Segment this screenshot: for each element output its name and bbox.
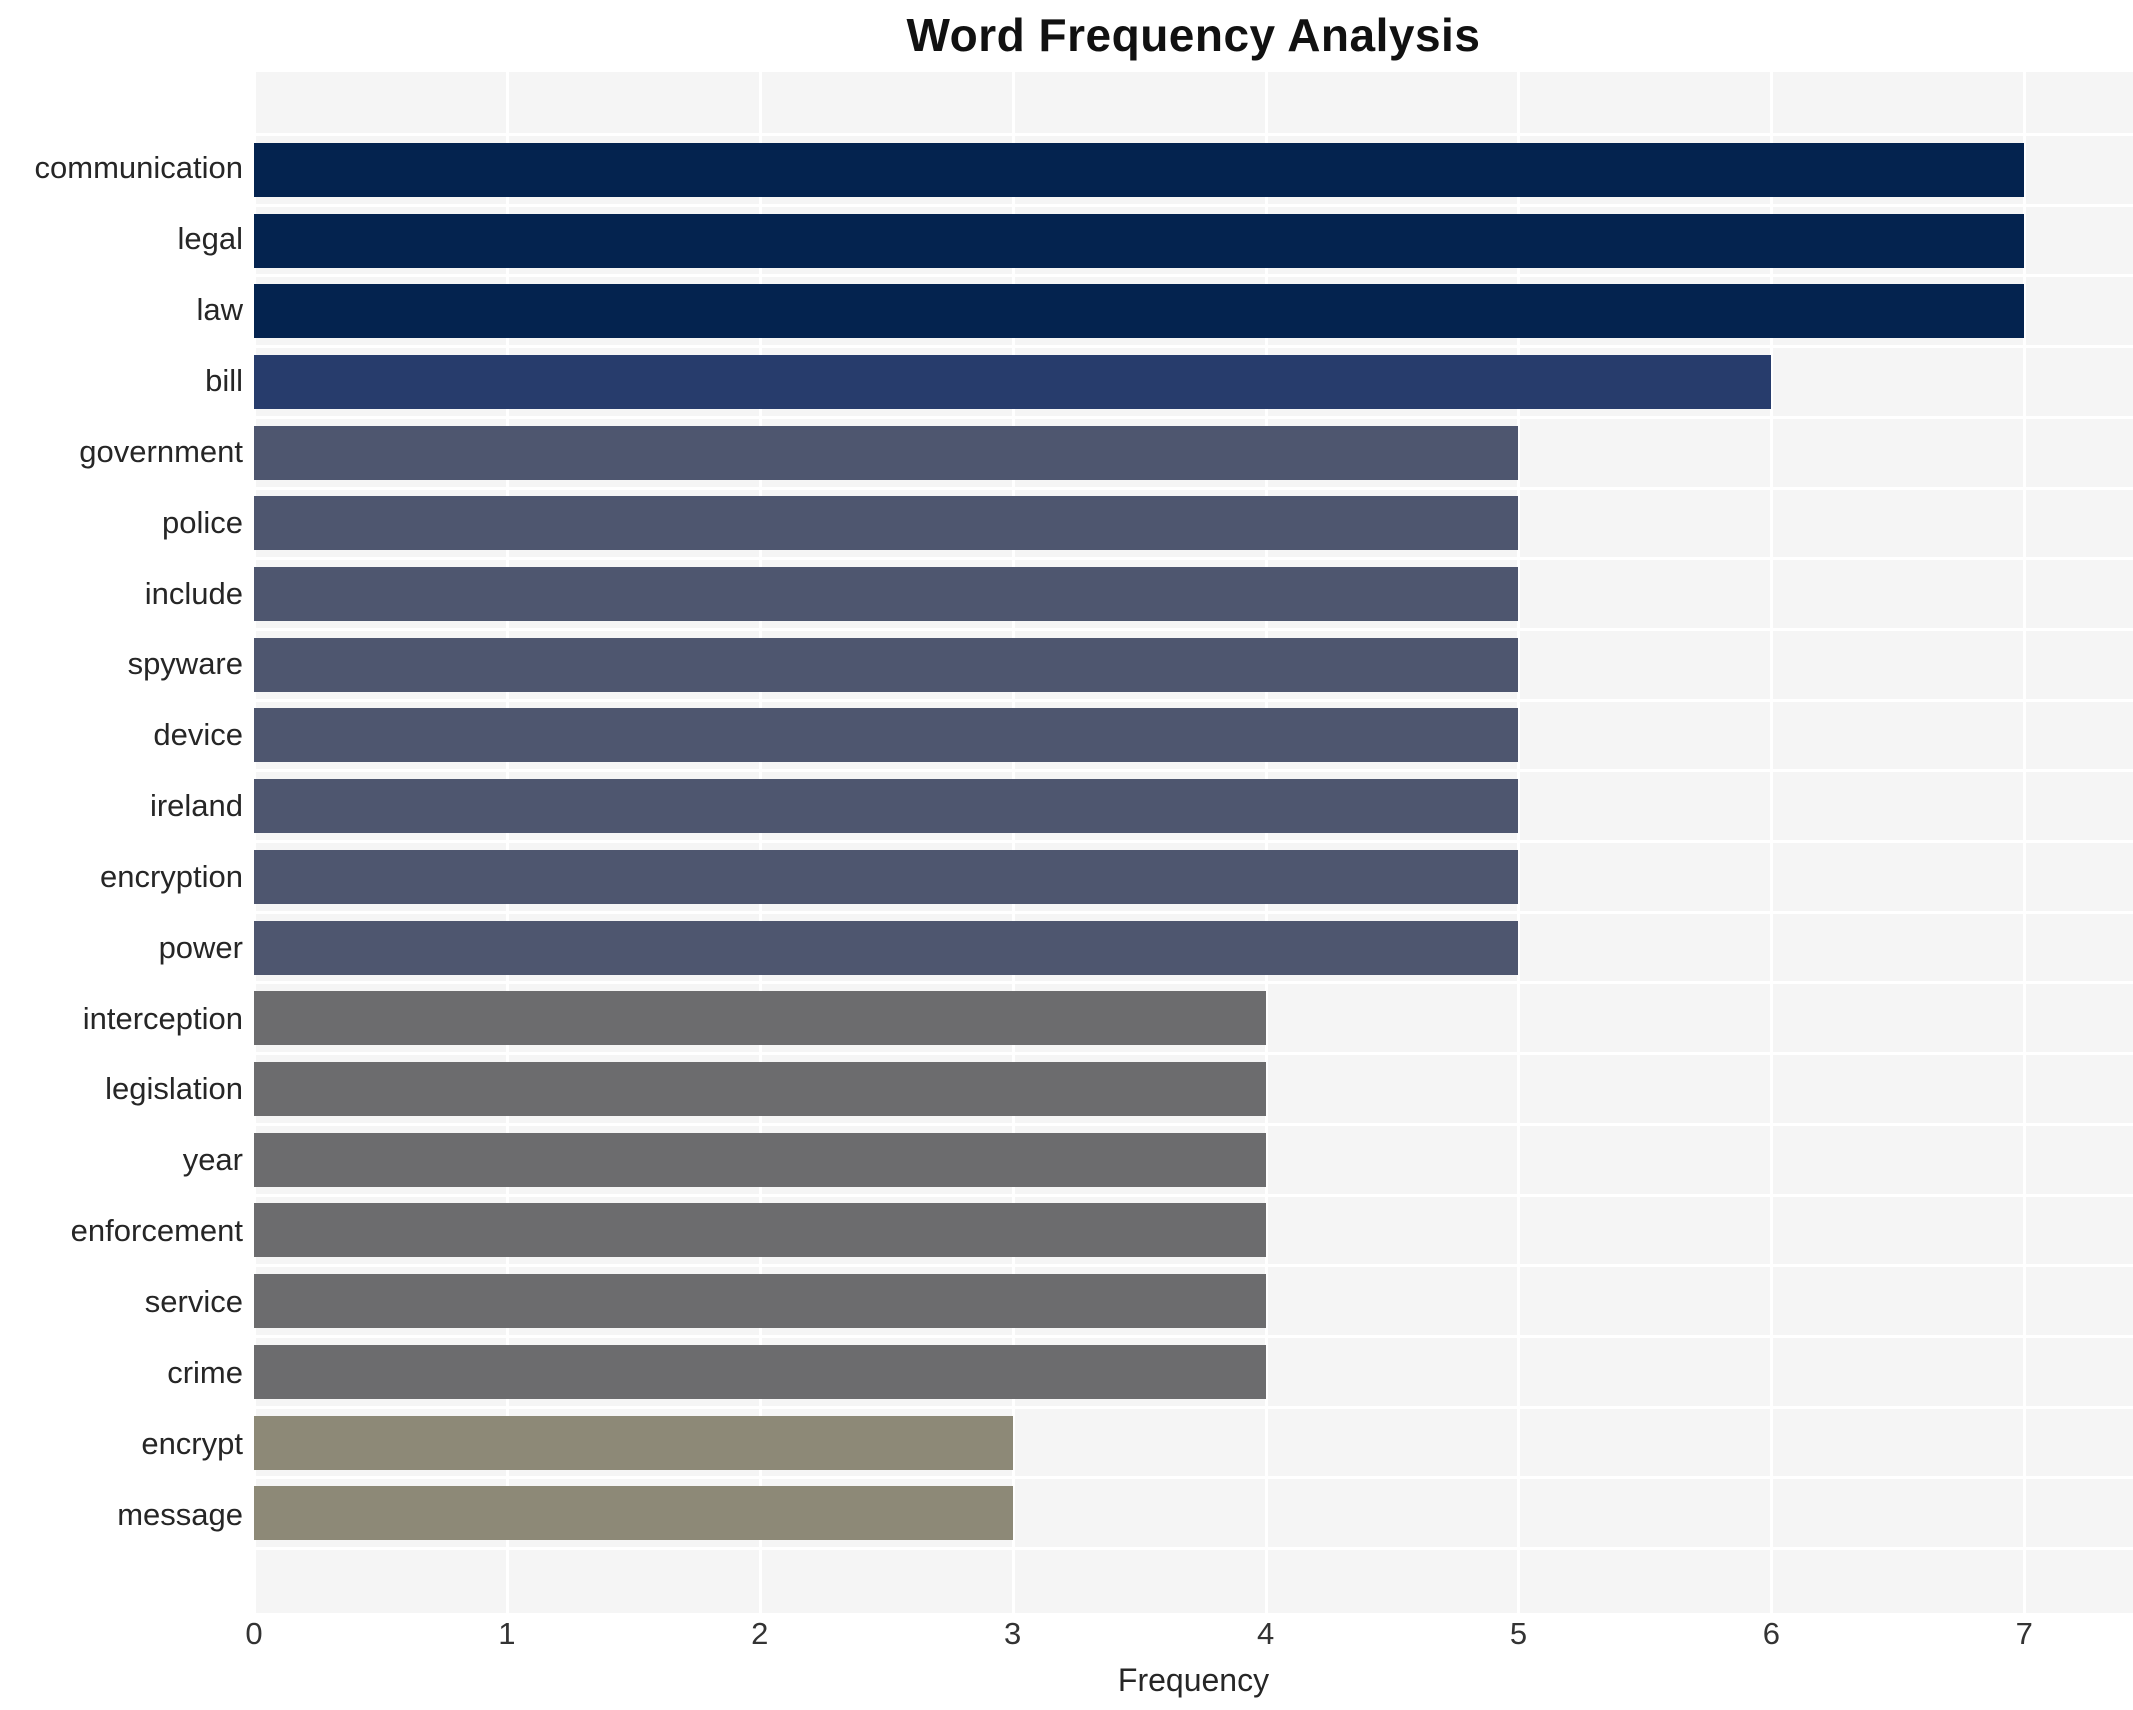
bar-row-bill xyxy=(254,345,2133,416)
y-tick-label-police: police xyxy=(162,505,243,540)
bar-spyware xyxy=(254,637,1519,692)
bar-power xyxy=(254,920,1519,975)
chart-title: Word Frequency Analysis xyxy=(906,9,1481,61)
bar-row-legal xyxy=(254,203,2133,275)
bar-row-enforcement xyxy=(254,1193,2133,1265)
x-tick-label-3: 3 xyxy=(1004,1616,1022,1651)
y-tick-label-legislation: legislation xyxy=(105,1071,243,1106)
bar-crime xyxy=(254,1344,1266,1399)
bar-enforcement xyxy=(254,1203,1266,1258)
y-tick-label-encrypt: encrypt xyxy=(141,1426,243,1461)
bar-government xyxy=(254,425,1519,480)
bar-row-law xyxy=(254,274,2133,345)
y-tick-label-spyware: spyware xyxy=(127,646,243,681)
bar-include xyxy=(254,567,1519,622)
bar-bill xyxy=(254,354,1772,409)
x-axis-label: Frequency xyxy=(1117,1662,1270,1698)
y-tick-label-device: device xyxy=(153,717,243,752)
bar-row-service xyxy=(254,1264,2133,1335)
y-tick-label-communication: communication xyxy=(34,150,243,185)
bar-service xyxy=(254,1274,1266,1329)
bar-encryption xyxy=(254,849,1519,904)
y-tick-label-bill: bill xyxy=(205,363,243,398)
bar-year xyxy=(254,1132,1266,1187)
y-tick-label-government: government xyxy=(79,434,243,469)
x-tick-label-1: 1 xyxy=(498,1616,516,1651)
bar-legislation xyxy=(254,1061,1266,1116)
bar-law xyxy=(254,284,2025,339)
y-tick-label-law: law xyxy=(196,292,243,327)
bar-row-crime xyxy=(254,1334,2133,1406)
bar-row-spyware xyxy=(254,627,2133,699)
bar-row-ireland xyxy=(254,769,2133,840)
y-tick-label-encryption: encryption xyxy=(99,859,243,894)
y-axis-labels: communication legal law bill government polic… xyxy=(0,0,243,1710)
bar-encrypt xyxy=(254,1415,1013,1470)
y-tick-label-message: message xyxy=(117,1497,243,1532)
y-tick-label-crime: crime xyxy=(167,1355,243,1390)
bar-device xyxy=(254,708,1519,763)
bar-interception xyxy=(254,991,1266,1046)
x-tick-label-5: 5 xyxy=(1509,1616,1528,1651)
y-tick-label-service: service xyxy=(144,1284,243,1319)
bar-row-message xyxy=(254,1476,2133,1551)
x-tick-label-2: 2 xyxy=(751,1616,769,1651)
bar-row-interception xyxy=(254,981,2133,1052)
x-axis-ticks: 0 1 2 3 4 5 6 7 xyxy=(245,1616,2133,1657)
plot-area xyxy=(253,72,2133,1613)
y-tick-label-year: year xyxy=(182,1142,243,1177)
bar-row-year xyxy=(254,1122,2133,1194)
y-tick-label-include: include xyxy=(144,576,243,611)
x-tick-label-7: 7 xyxy=(2015,1616,2033,1651)
bar-police xyxy=(254,496,1519,551)
bar-row-include xyxy=(254,557,2133,628)
y-tick-label-interception: interception xyxy=(82,1001,243,1036)
bar-row-power xyxy=(254,910,2133,982)
y-tick-label-ireland: ireland xyxy=(149,788,243,823)
y-tick-label-enforcement: enforcement xyxy=(70,1213,243,1248)
y-tick-label-power: power xyxy=(158,930,243,965)
x-tick-label-0: 0 xyxy=(245,1616,263,1651)
bar-legal xyxy=(254,213,2025,268)
bar-ireland xyxy=(254,779,1519,834)
x-tick-label-6: 6 xyxy=(1762,1616,1780,1651)
bar-row-legislation xyxy=(254,1052,2133,1123)
bar-row-device xyxy=(254,698,2133,770)
bar-row-communication xyxy=(254,133,2133,204)
bar-rows xyxy=(254,133,2133,1551)
bar-row-government xyxy=(254,415,2133,487)
bar-row-encryption xyxy=(254,840,2133,911)
y-tick-label-legal: legal xyxy=(177,221,244,256)
bar-row-encrypt xyxy=(254,1405,2133,1477)
bar-message xyxy=(254,1486,1013,1541)
bar-communication xyxy=(254,142,2025,197)
x-tick-label-4: 4 xyxy=(1256,1616,1275,1651)
bar-row-police xyxy=(254,486,2133,558)
